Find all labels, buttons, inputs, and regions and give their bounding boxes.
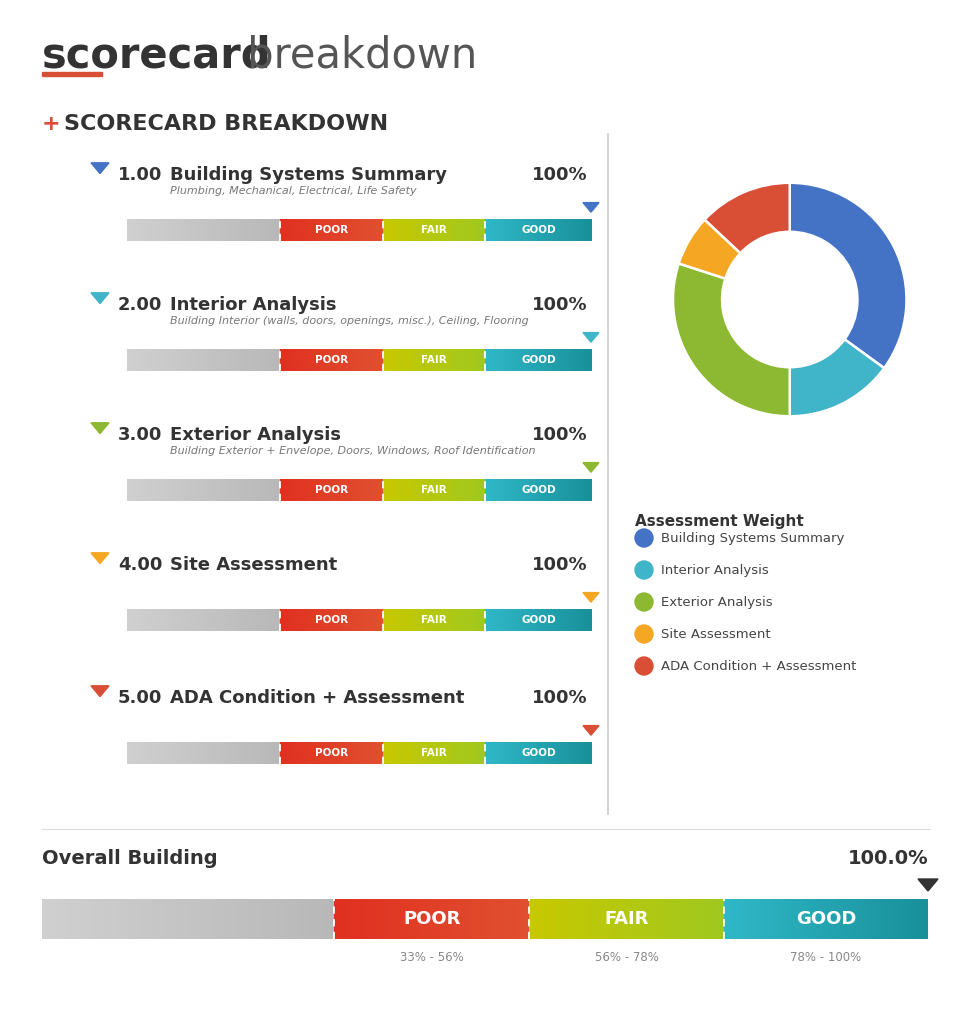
Text: ADA Condition + Assessment: ADA Condition + Assessment bbox=[170, 689, 464, 707]
Text: 100%: 100% bbox=[532, 166, 588, 184]
Circle shape bbox=[635, 529, 653, 547]
Text: 100%: 100% bbox=[532, 426, 588, 444]
Text: 3.00: 3.00 bbox=[118, 426, 163, 444]
Wedge shape bbox=[705, 183, 790, 253]
Circle shape bbox=[635, 593, 653, 611]
Wedge shape bbox=[790, 339, 884, 417]
Text: 2.00: 2.00 bbox=[118, 296, 163, 314]
Text: Building Exterior + Envelope, Doors, Windows, Roof Identification: Building Exterior + Envelope, Doors, Win… bbox=[170, 446, 535, 456]
Polygon shape bbox=[91, 686, 109, 696]
Text: Site Assessment: Site Assessment bbox=[170, 556, 337, 574]
Text: FAIR: FAIR bbox=[604, 910, 649, 928]
Text: Interior Analysis: Interior Analysis bbox=[170, 296, 336, 314]
Text: 100%: 100% bbox=[532, 689, 588, 707]
Wedge shape bbox=[790, 183, 907, 369]
Text: breakdown: breakdown bbox=[234, 34, 477, 76]
Polygon shape bbox=[91, 423, 109, 433]
Text: GOOD: GOOD bbox=[522, 485, 556, 495]
Polygon shape bbox=[583, 203, 599, 212]
Text: Plumbing, Mechanical, Electrical, Life Safety: Plumbing, Mechanical, Electrical, Life S… bbox=[170, 186, 416, 196]
Text: ADA Condition + Assessment: ADA Condition + Assessment bbox=[661, 660, 856, 673]
Text: FAIR: FAIR bbox=[421, 225, 447, 234]
Polygon shape bbox=[583, 726, 599, 735]
Text: 33% - 56%: 33% - 56% bbox=[400, 951, 464, 964]
Polygon shape bbox=[583, 333, 599, 342]
Text: FAIR: FAIR bbox=[421, 355, 447, 365]
Text: GOOD: GOOD bbox=[522, 355, 556, 365]
Text: Building Systems Summary: Building Systems Summary bbox=[661, 532, 844, 545]
Text: GOOD: GOOD bbox=[522, 615, 556, 625]
Text: POOR: POOR bbox=[315, 615, 348, 625]
Text: FAIR: FAIR bbox=[421, 748, 447, 758]
Circle shape bbox=[635, 625, 653, 643]
Text: POOR: POOR bbox=[315, 225, 348, 234]
Text: 4.00: 4.00 bbox=[118, 556, 163, 574]
Text: Assessment Weight: Assessment Weight bbox=[635, 514, 803, 529]
Text: 100%: 100% bbox=[532, 556, 588, 574]
Text: POOR: POOR bbox=[315, 355, 348, 365]
Text: scorecard: scorecard bbox=[42, 34, 272, 76]
Text: 100.0%: 100.0% bbox=[847, 849, 928, 868]
Text: 1.00: 1.00 bbox=[118, 166, 163, 184]
Text: GOOD: GOOD bbox=[522, 748, 556, 758]
Text: FAIR: FAIR bbox=[421, 615, 447, 625]
Bar bbox=[42, 72, 102, 76]
Text: 5.00: 5.00 bbox=[118, 689, 163, 707]
Circle shape bbox=[635, 561, 653, 579]
Text: Building Systems Summary: Building Systems Summary bbox=[170, 166, 447, 184]
Text: 56% - 78%: 56% - 78% bbox=[595, 951, 659, 964]
Text: 100%: 100% bbox=[532, 296, 588, 314]
Wedge shape bbox=[679, 219, 740, 279]
Polygon shape bbox=[91, 293, 109, 303]
Text: POOR: POOR bbox=[315, 485, 348, 495]
Text: POOR: POOR bbox=[403, 910, 460, 928]
Text: +: + bbox=[42, 114, 60, 134]
Text: Interior Analysis: Interior Analysis bbox=[661, 564, 768, 577]
Polygon shape bbox=[583, 463, 599, 472]
Wedge shape bbox=[673, 263, 790, 417]
Text: POOR: POOR bbox=[315, 748, 348, 758]
Circle shape bbox=[635, 657, 653, 675]
Text: Exterior Analysis: Exterior Analysis bbox=[661, 596, 772, 609]
Polygon shape bbox=[583, 593, 599, 602]
Text: Exterior Analysis: Exterior Analysis bbox=[170, 426, 341, 444]
Text: Site Assessment: Site Assessment bbox=[661, 628, 770, 641]
Text: SCORECARD BREAKDOWN: SCORECARD BREAKDOWN bbox=[64, 114, 388, 134]
Text: 78% - 100%: 78% - 100% bbox=[791, 951, 862, 964]
Polygon shape bbox=[918, 879, 938, 891]
Text: Building Interior (walls, doors, openings, misc.), Ceiling, Flooring: Building Interior (walls, doors, opening… bbox=[170, 316, 528, 326]
Text: Overall Building: Overall Building bbox=[42, 849, 217, 868]
Polygon shape bbox=[91, 553, 109, 563]
Text: FAIR: FAIR bbox=[421, 485, 447, 495]
Text: GOOD: GOOD bbox=[522, 225, 556, 234]
Polygon shape bbox=[91, 163, 109, 174]
Text: GOOD: GOOD bbox=[796, 910, 856, 928]
